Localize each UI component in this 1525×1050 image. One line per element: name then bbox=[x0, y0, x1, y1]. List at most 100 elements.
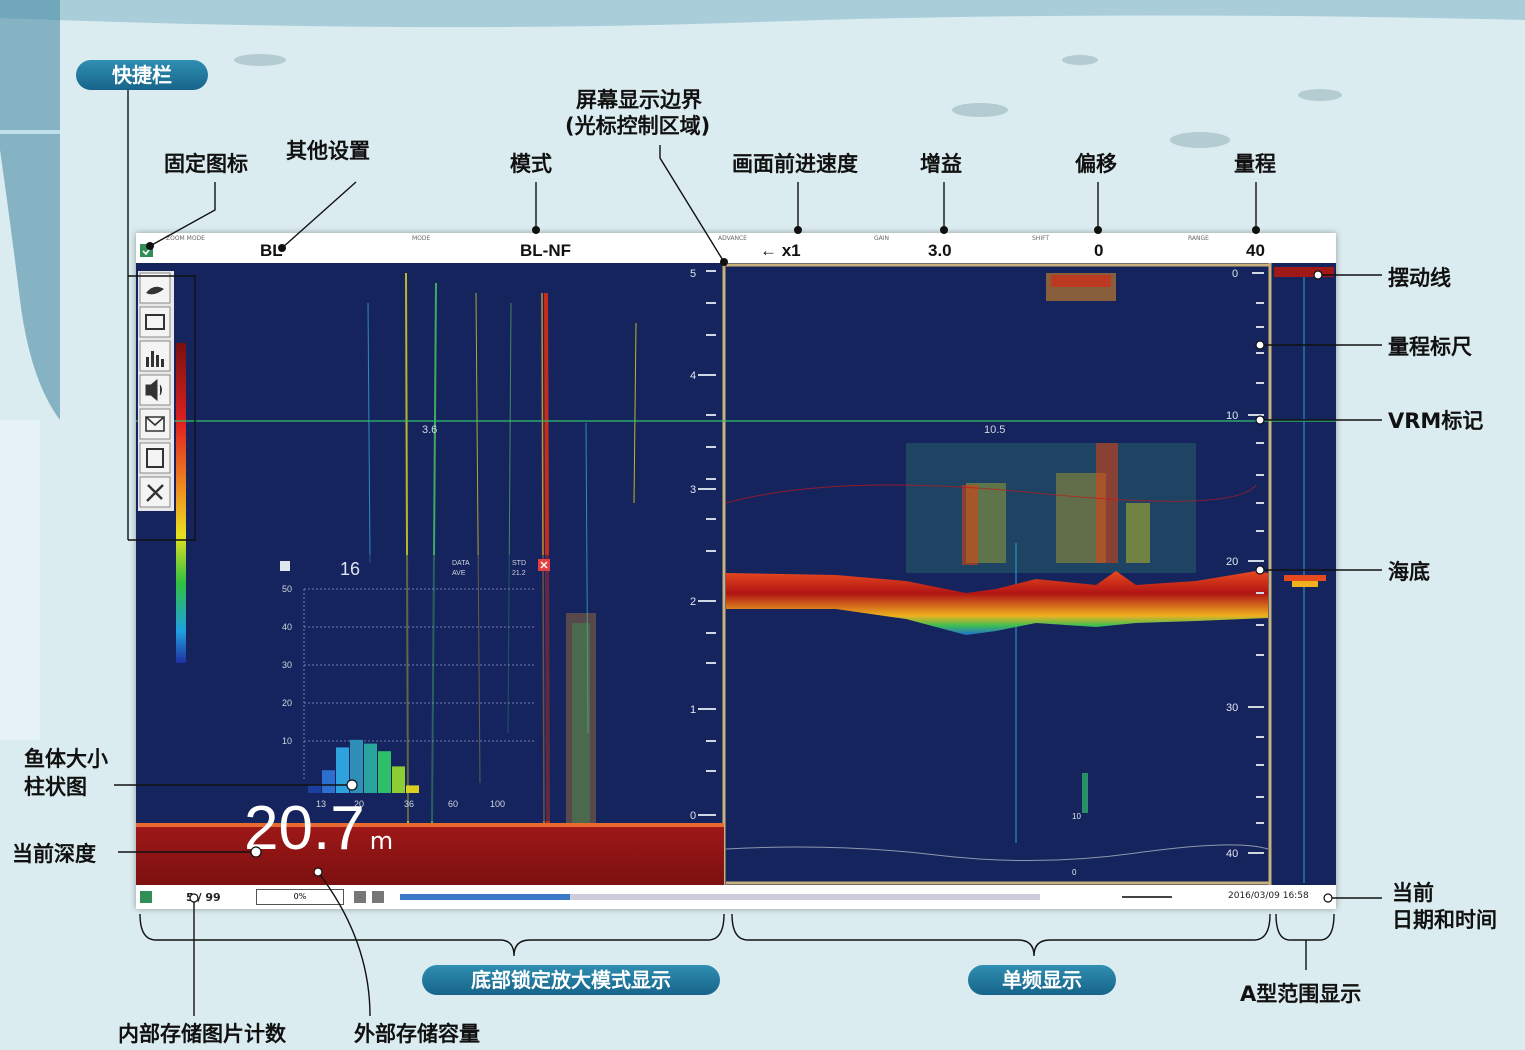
a-scope bbox=[1274, 267, 1334, 883]
left-range-scale: 5 4 3 2 1 0 bbox=[690, 263, 726, 885]
histogram-bar bbox=[378, 751, 391, 793]
bottom-lock-pill: 底部锁定放大模式显示 bbox=[422, 965, 720, 995]
quick-bar bbox=[138, 271, 174, 511]
fixed-icon-label: 固定图标 bbox=[164, 152, 248, 176]
fixed-icon[interactable] bbox=[140, 891, 152, 903]
right-scale-label: 30 bbox=[1226, 702, 1238, 714]
settings-tools-icon bbox=[146, 484, 164, 502]
range-value[interactable]: 40 bbox=[1246, 241, 1265, 260]
histogram-std-label: STD bbox=[512, 560, 526, 567]
shift-value[interactable]: 0 bbox=[1094, 241, 1104, 260]
shift-annotation: 偏移 bbox=[1075, 152, 1117, 176]
histogram-bar bbox=[308, 785, 321, 793]
sonar-screen[interactable]: ZOOM MODE BL MODE BL-NF ADVANCE ← x1 GAI… bbox=[136, 233, 1336, 909]
quick-bar-button[interactable] bbox=[139, 476, 171, 508]
screen-boundary-sub: (光标控制区域) bbox=[565, 114, 711, 138]
right-scale-label: 20 bbox=[1226, 556, 1238, 568]
quick-bar-button[interactable] bbox=[139, 442, 171, 474]
advance-label: ADVANCE bbox=[718, 235, 747, 242]
right-range-scale: 0 10 20 30 40 10 0 bbox=[726, 263, 1272, 885]
histogram-icon bbox=[146, 351, 164, 367]
seabed-label: 海底 bbox=[1388, 560, 1430, 584]
current-depth: 20.7 m bbox=[244, 793, 393, 873]
other-settings-label: 其他设置 bbox=[286, 139, 370, 163]
fish-size-sub: 柱状图 bbox=[24, 775, 87, 799]
image-view-icon[interactable] bbox=[372, 891, 384, 903]
mini-scale-label: 0 bbox=[1072, 868, 1077, 877]
range-scale-label: 量程标尺 bbox=[1388, 335, 1472, 359]
screen-boundary-label: 屏幕显示边界 bbox=[576, 88, 702, 112]
vrm-marker-label: VRM标记 bbox=[1388, 409, 1484, 433]
histogram-bar bbox=[322, 770, 335, 793]
color-bar bbox=[176, 343, 186, 663]
image-save-icon[interactable] bbox=[354, 891, 366, 903]
mode-value[interactable]: BL-NF bbox=[520, 241, 571, 260]
histogram-y-tick: 10 bbox=[282, 736, 292, 746]
mini-scale-label: 10 bbox=[1072, 812, 1081, 821]
vrm-value-left: 3.6 bbox=[422, 424, 437, 436]
histogram-bar bbox=[336, 747, 349, 793]
histogram-x-tick: 20 bbox=[354, 799, 364, 809]
quick-bar-button[interactable] bbox=[139, 374, 171, 406]
left-scale-label: 1 bbox=[690, 704, 696, 716]
histogram-data-label: DATA bbox=[452, 560, 470, 567]
histogram-y-tick: 20 bbox=[282, 698, 292, 708]
range-annotation: 量程 bbox=[1234, 152, 1276, 176]
left-scale-label: 5 bbox=[690, 268, 696, 280]
left-scale-label: 3 bbox=[690, 484, 696, 496]
fish-icon bbox=[146, 286, 164, 295]
save-icon bbox=[146, 448, 164, 468]
fish-size-histogram[interactable]: 16 DATA AVE STD 21.2 50 40 30 20 10 13 20 36 60… bbox=[276, 555, 556, 821]
histogram-x-tick: 36 bbox=[404, 799, 414, 809]
left-scale-label: 2 bbox=[690, 596, 696, 608]
a-scope-label: A型范围显示 bbox=[1240, 982, 1362, 1006]
external-storage-value: 0% bbox=[293, 892, 307, 901]
swing-line-label: 摆动线 bbox=[1388, 266, 1451, 290]
histogram-count: 16 bbox=[340, 559, 360, 579]
datetime: 2016/03/09 16:58 bbox=[1228, 891, 1309, 901]
histogram-y-tick: 30 bbox=[282, 660, 292, 670]
histogram-x-tick: 13 bbox=[316, 799, 326, 809]
depth-unit: m bbox=[369, 827, 394, 855]
histogram-y-tick: 50 bbox=[282, 584, 292, 594]
gain-annotation: 增益 bbox=[920, 152, 962, 176]
histogram-icon bbox=[280, 561, 290, 571]
datetime-sub: 日期和时间 bbox=[1392, 908, 1497, 932]
histogram-data-value: AVE bbox=[452, 570, 466, 577]
right-scale-label: 10 bbox=[1226, 410, 1238, 422]
datetime-label: 当前 bbox=[1392, 881, 1434, 905]
left-scale-label: 0 bbox=[690, 810, 696, 822]
depth-value: 20.7 bbox=[244, 794, 365, 863]
external-storage-box: 0% bbox=[256, 889, 344, 905]
zoom-mode-value[interactable]: BL bbox=[260, 241, 283, 260]
quick-bar-button[interactable] bbox=[139, 306, 171, 338]
quickbar-pill: 快捷栏 bbox=[76, 60, 208, 90]
shift-label: SHIFT bbox=[1032, 235, 1050, 242]
histogram-std-value: 21.2 bbox=[512, 570, 526, 577]
histogram-bar bbox=[406, 785, 419, 793]
external-capacity-label: 外部存储容量 bbox=[354, 1022, 480, 1046]
histogram-x-tick: 60 bbox=[448, 799, 458, 809]
current-depth-label: 当前深度 bbox=[12, 842, 96, 866]
playback-progress[interactable] bbox=[400, 894, 1040, 900]
fish-school bbox=[906, 273, 1196, 843]
quick-bar-button[interactable] bbox=[139, 340, 171, 372]
right-scale-label: 0 bbox=[1232, 268, 1238, 280]
top-status-bar: ZOOM MODE BL MODE BL-NF ADVANCE ← x1 GAI… bbox=[136, 233, 1336, 263]
display-icon bbox=[145, 314, 165, 330]
advance-value[interactable]: ← x1 bbox=[760, 241, 801, 260]
quick-bar-button[interactable] bbox=[139, 272, 171, 304]
histogram-bar bbox=[364, 743, 377, 793]
histogram-close-icon[interactable] bbox=[538, 559, 550, 571]
mail-icon bbox=[145, 416, 165, 432]
left-scale-label: 4 bbox=[690, 370, 696, 382]
quick-bar-button[interactable] bbox=[139, 408, 171, 440]
gain-slider[interactable] bbox=[1122, 896, 1172, 898]
fish-size-label: 鱼体大小 bbox=[24, 747, 108, 771]
histogram-x-tick: 100 bbox=[490, 799, 505, 809]
histogram-bar bbox=[392, 766, 405, 793]
gain-label: GAIN bbox=[874, 235, 890, 242]
gain-value[interactable]: 3.0 bbox=[928, 241, 952, 260]
zoom-mode-label: ZOOM MODE bbox=[166, 235, 205, 242]
